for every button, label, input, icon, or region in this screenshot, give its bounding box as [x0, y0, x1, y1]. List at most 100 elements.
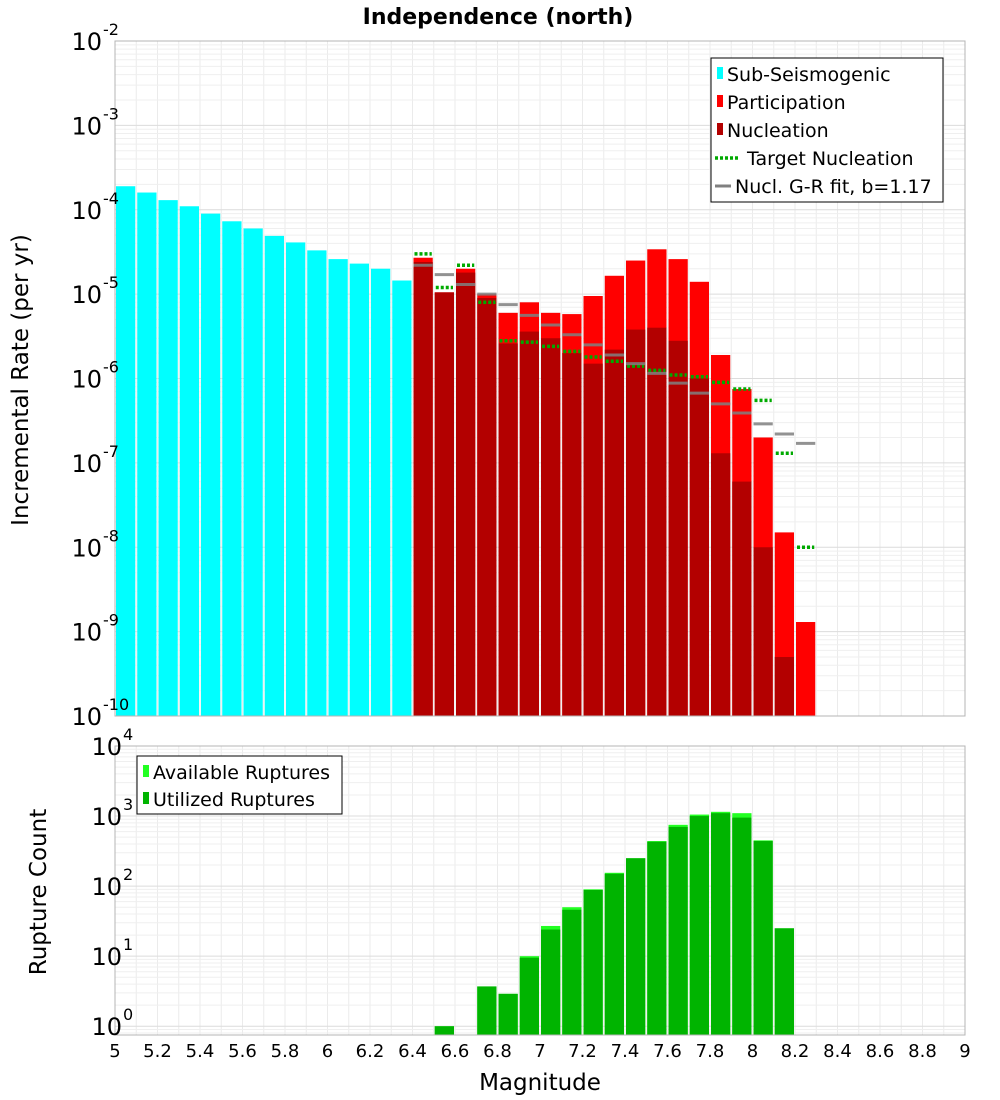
utilized-ruptures-bar [647, 841, 667, 1035]
y-tick-label: 10 [71, 534, 102, 562]
x-tick-label: 6 [322, 1041, 333, 1062]
participation-bar [796, 622, 816, 716]
y-tick-exponent: -3 [103, 104, 119, 123]
y-tick-exponent: -5 [103, 273, 119, 292]
legend-swatch [143, 765, 149, 777]
nucleation-bar [456, 272, 476, 716]
utilized-ruptures-bar [774, 928, 794, 1035]
utilized-ruptures-bar [498, 993, 518, 1035]
legend-label: Available Ruptures [153, 762, 330, 784]
legend: Sub-Seismogenic Participation Nucleation Ta… [710, 57, 944, 203]
utilized-ruptures-bar [583, 890, 603, 1035]
x-tick-label: 6.6 [441, 1041, 470, 1062]
sub-seismogenic-bar [158, 200, 178, 716]
y-tick-label: 10 [71, 112, 102, 140]
x-tick-label: 6.8 [483, 1041, 512, 1062]
sub-seismogenic-bar [264, 235, 284, 716]
x-tick-label: 7.8 [696, 1041, 725, 1062]
sub-seismogenic-bar [349, 263, 369, 716]
sub-seismogenic-bar [286, 242, 306, 716]
nucleation-bar [541, 338, 561, 716]
utilized-ruptures-bar [541, 929, 561, 1035]
nucleation-bar [647, 327, 667, 716]
utilized-ruptures-bar [604, 873, 624, 1035]
series-nucl-g-r-fit-b-1-17 [413, 263, 816, 445]
series-nucleation [413, 262, 794, 716]
sub-seismogenic-bar [179, 206, 199, 716]
y-tick-label: 10 [71, 703, 102, 731]
rupture-count-panel: 10 010 110 210 310 45 5.2 5.4 5.6 5.8 6 6.2 6.4 6.6 6.… [91, 725, 970, 1062]
count-y-axis-label: Rupture Count [26, 809, 52, 975]
x-tick-label: 5 [109, 1041, 120, 1062]
utilized-ruptures-bar [626, 858, 646, 1035]
y-tick-exponent: -9 [103, 611, 119, 630]
sub-seismogenic-bar [137, 192, 157, 717]
legend-item-nucleation: Nucleation [717, 120, 829, 142]
sub-seismogenic-bar [116, 186, 136, 716]
sub-seismogenic-bar [371, 268, 391, 716]
nucleation-bar [774, 657, 794, 716]
legend-label: Nucl. G-R fit, b=1.17 [735, 176, 932, 198]
x-tick-label: 5.6 [228, 1041, 257, 1062]
legend-swatch [717, 67, 723, 79]
utilized-ruptures-bar [668, 826, 688, 1035]
y-tick-exponent: -8 [103, 526, 119, 545]
x-tick-label: 8.4 [823, 1041, 852, 1062]
sub-seismogenic-bar [222, 221, 242, 716]
x-tick-label: 7 [534, 1041, 545, 1062]
legend-label: Utilized Ruptures [153, 789, 315, 811]
nucleation-bar [668, 340, 688, 716]
legend-label: Participation [727, 92, 846, 114]
x-axis-label: Magnitude [479, 1070, 601, 1096]
utilized-ruptures-bar [477, 986, 497, 1035]
x-tick-label: 8.8 [908, 1041, 937, 1062]
sub-seismogenic-bar [307, 250, 327, 717]
nucleation-bar [689, 378, 709, 716]
chart-title: Independence (north) [363, 5, 634, 30]
sub-seismogenic-bar [328, 259, 348, 716]
legend-swatch [143, 792, 149, 804]
legend-item-nucl-g-r-fit-b-1-17: Nucl. G-R fit, b=1.17 [715, 176, 932, 198]
x-tick-label: 5.4 [186, 1041, 215, 1062]
legend-label: Sub-Seismogenic [727, 64, 891, 86]
x-tick-label: 6.2 [356, 1041, 385, 1062]
nucleation-bar [477, 297, 497, 716]
nucleation-bar [519, 331, 539, 716]
sub-seismogenic-bar [392, 280, 412, 716]
nucleation-bar [732, 481, 752, 716]
y-tick-exponent: -2 [103, 20, 119, 39]
y-tick-exponent: 4 [123, 725, 133, 744]
utilized-ruptures-bar [732, 817, 752, 1035]
y-tick-exponent: -10 [103, 695, 129, 714]
utilized-ruptures-bar [753, 841, 773, 1035]
rate-y-axis-label: Incremental Rate (per yr) [8, 234, 34, 526]
y-tick-label: 10 [71, 28, 102, 56]
y-tick-label: 10 [71, 197, 102, 225]
legend-item-sub-seismogenic: Sub-Seismogenic [717, 64, 891, 86]
y-tick-exponent: -7 [103, 442, 119, 461]
x-tick-label: 7.2 [568, 1041, 597, 1062]
legend-item-available-ruptures: Available Ruptures [143, 762, 330, 784]
y-tick-label: 10 [91, 733, 122, 761]
x-tick-label: 8 [747, 1041, 758, 1062]
nucleation-bar [413, 262, 433, 716]
y-tick-label: 10 [71, 619, 102, 647]
x-tick-label: 8.6 [866, 1041, 895, 1062]
x-tick-label: 8.2 [781, 1041, 810, 1062]
legend-box [710, 57, 944, 203]
utilized-ruptures-bar [562, 909, 582, 1035]
utilized-ruptures-bar [711, 813, 731, 1035]
legend-box [136, 755, 343, 815]
utilized-ruptures-bar [434, 1026, 454, 1035]
x-tick-label: 7.6 [653, 1041, 682, 1062]
x-tick-label: 9 [959, 1041, 970, 1062]
y-tick-label: 10 [91, 803, 122, 831]
x-tick-labels: 5 5.2 5.4 5.6 5.8 6 6.2 6.4 6.6 6.8 7 7.2 7.4 7.6 7.8 8… [109, 1041, 970, 1062]
series-utilized-ruptures [434, 813, 794, 1035]
x-tick-label: 5.2 [143, 1041, 172, 1062]
series-target-nucleation [414, 252, 815, 549]
y-tick-label: 10 [91, 1013, 122, 1041]
